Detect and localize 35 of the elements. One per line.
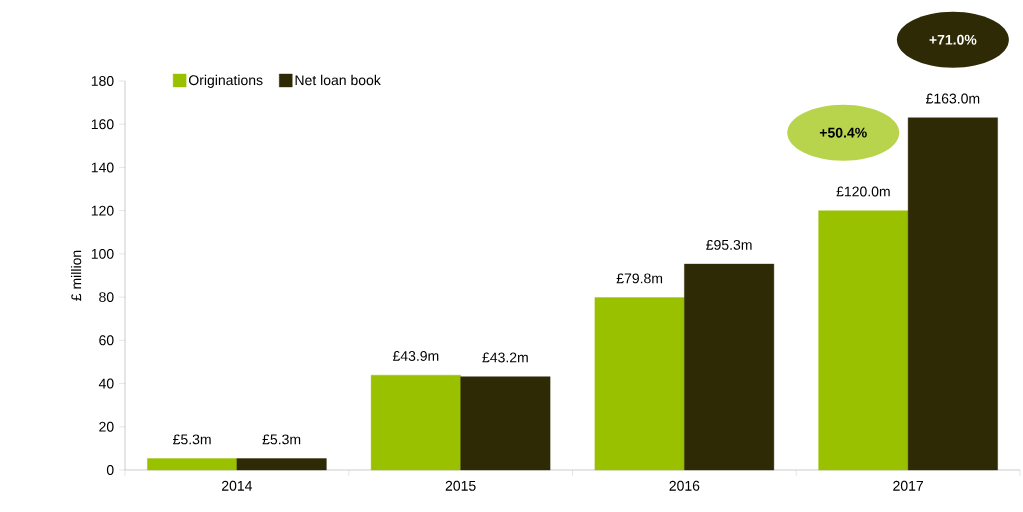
- x-tick-label: 2015: [445, 480, 476, 491]
- y-tick-label: 0: [106, 465, 114, 475]
- data-label: £43.2m: [482, 352, 528, 363]
- bar: [907, 117, 998, 471]
- y-axis-title: £ million: [70, 250, 82, 301]
- y-tick-label: 140: [91, 162, 114, 173]
- bar: [460, 376, 551, 471]
- data-label: £5.3m: [262, 434, 301, 445]
- y-tick-label: 100: [91, 248, 114, 259]
- legend-label: Net loan book: [295, 74, 381, 86]
- data-label: £79.8m: [616, 273, 663, 284]
- x-tick-label: 2014: [222, 480, 253, 491]
- text: +71.0%: [929, 34, 977, 45]
- bar: [684, 263, 775, 471]
- data-label: £5.3m: [173, 434, 211, 445]
- data-label: £95.3m: [706, 239, 752, 250]
- y-tick-label: 120: [91, 205, 114, 216]
- bar: [818, 210, 909, 471]
- y-tick-label: 60: [99, 335, 114, 346]
- legend-label: Originations: [189, 74, 263, 88]
- data-label: £43.9m: [392, 351, 439, 361]
- bar: [594, 297, 685, 471]
- data-label: £163.0m: [926, 93, 980, 104]
- bar: [236, 458, 327, 471]
- y-tick-label: 180: [91, 76, 114, 86]
- x-tick-label: 2017: [893, 480, 923, 491]
- y-tick-label: 40: [98, 378, 114, 389]
- y-tick-label: 80: [99, 292, 114, 303]
- y-tick-label: 160: [91, 119, 114, 130]
- data-label: £120.0m: [836, 186, 890, 197]
- x-tick-label: 2016: [669, 480, 700, 491]
- annotation: +50.4%: [819, 127, 867, 138]
- bar: [370, 374, 461, 471]
- y-tick-label: 20: [99, 421, 114, 432]
- bar: [147, 458, 238, 471]
